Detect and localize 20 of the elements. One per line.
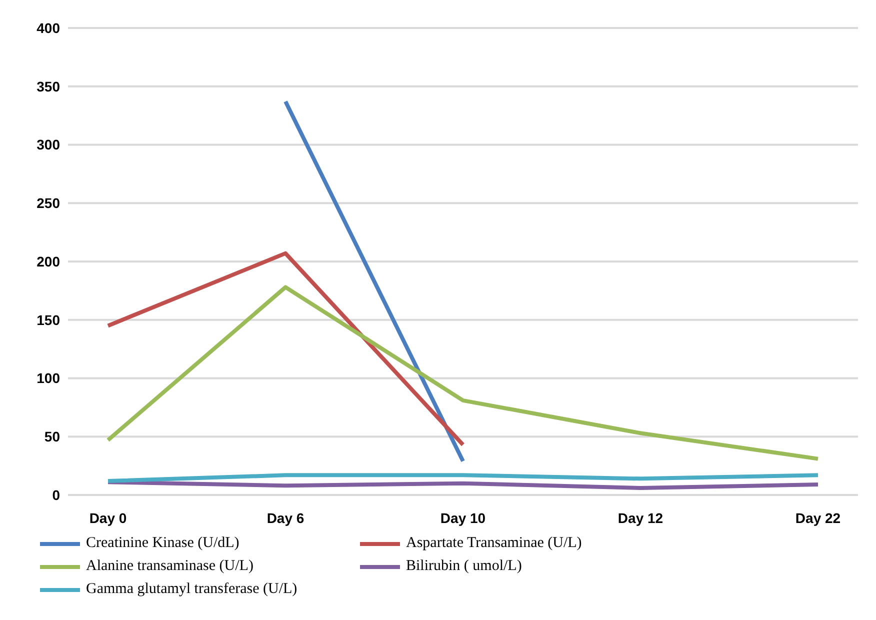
legend-label: Bilirubin ( umol/L) [406, 558, 522, 575]
y-tick-label: 400 [36, 20, 60, 36]
legend-label: Gamma glutamyl transferase (U/L) [86, 581, 298, 598]
x-tick-label: Day 12 [618, 510, 664, 526]
legend-label: Creatinine Kinase (U/dL) [86, 535, 240, 552]
y-tick-label: 50 [44, 428, 60, 445]
y-tick-label: 100 [36, 370, 60, 386]
legend-label: Aspartate Transaminae (U/L) [406, 535, 582, 552]
y-tick-label: 250 [36, 195, 60, 212]
y-tick-label: 350 [36, 78, 60, 94]
y-tick-label: 0 [52, 486, 60, 503]
x-tick-label: Day 6 [266, 510, 304, 526]
line-series [106, 285, 820, 461]
y-tick-label: 300 [36, 136, 60, 153]
y-tick-label: 200 [36, 253, 60, 270]
x-tick-label: Day 22 [795, 510, 841, 526]
x-tick-label: Day 0 [89, 510, 127, 526]
legend-label: Alanine transaminase (U/L) [86, 558, 254, 575]
y-tick-label: 150 [36, 312, 60, 328]
x-tick-label: Day 10 [440, 510, 486, 526]
